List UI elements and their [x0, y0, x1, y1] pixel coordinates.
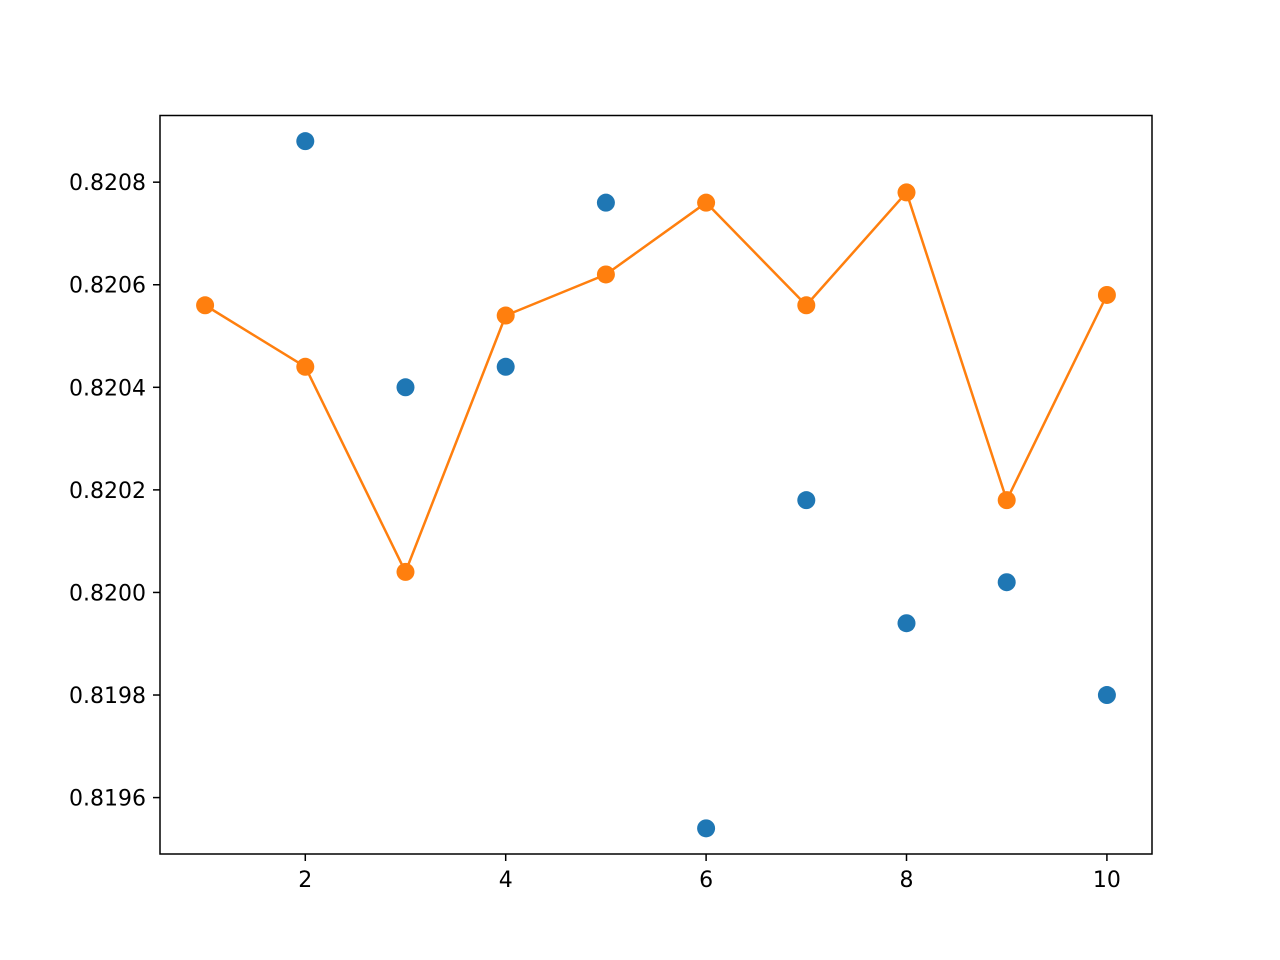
series-2-point: [396, 562, 415, 581]
x-tick-label: 6: [699, 868, 713, 893]
x-axis: 2 4 6 8 10: [298, 854, 1121, 893]
series-2-point: [797, 296, 816, 315]
plot-area: [196, 132, 1116, 838]
series-1-point: [697, 819, 716, 838]
x-tick-label: 4: [499, 868, 513, 893]
series-2-point: [1097, 285, 1116, 304]
series-2-point: [897, 183, 916, 202]
series-2: [196, 183, 1116, 581]
y-axis: 0.8196 0.8198 0.8200 0.8202 0.8204 0.8206 0.82…: [69, 171, 160, 812]
y-tick-label: 0.8204: [69, 376, 146, 401]
y-tick-label: 0.8202: [69, 479, 146, 504]
series-2-line: [204, 191, 1109, 574]
x-tick-label: 10: [1093, 868, 1121, 893]
series-1-point: [296, 132, 315, 151]
axes-frame: [159, 114, 1153, 855]
y-tick-label: 0.8208: [69, 171, 146, 196]
y-tick-label: 0.8200: [69, 581, 146, 606]
series-2-point: [697, 193, 716, 212]
series-1-point: [1097, 686, 1116, 705]
series-1: [296, 132, 1116, 838]
y-tick-label: 0.8196: [69, 787, 146, 812]
series-1-point: [596, 193, 615, 212]
series-1-point: [396, 378, 415, 397]
series-1-point: [897, 614, 916, 633]
series-2-point: [196, 296, 215, 315]
y-tick-label: 0.8198: [69, 684, 146, 709]
series-2-point: [997, 491, 1016, 510]
series-2-point: [296, 357, 315, 376]
series-2-point: [496, 306, 515, 325]
y-tick-label: 0.8206: [69, 274, 146, 299]
x-tick-label: 8: [900, 868, 914, 893]
series-1-point: [496, 357, 515, 376]
x-tick-label: 2: [298, 868, 312, 893]
series-1-point: [797, 491, 816, 510]
series-1-point: [997, 573, 1016, 592]
series-2-point: [596, 265, 615, 284]
